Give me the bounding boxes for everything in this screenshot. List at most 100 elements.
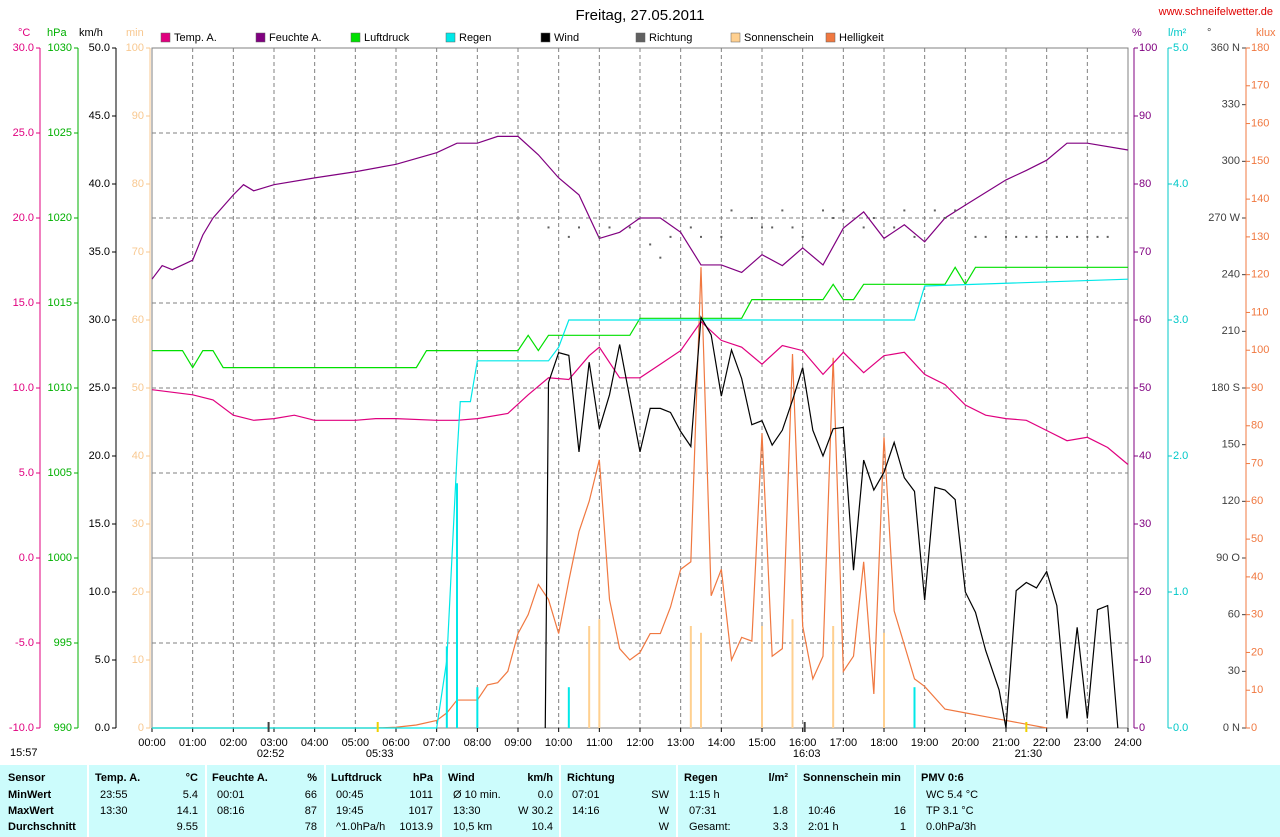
point — [720, 235, 723, 238]
point — [1066, 235, 1068, 238]
table-unit: l/m² — [768, 772, 788, 784]
y-tick-label: 35.0 — [89, 246, 110, 258]
y-tick-label: 0 — [138, 722, 144, 734]
x-tick-label: 15:00 — [748, 737, 776, 749]
point — [944, 217, 946, 219]
table-header: Sonnenschein min — [803, 772, 901, 784]
y-tick-label: 995 — [54, 637, 72, 649]
y-tick-label: 20.0 — [89, 450, 110, 462]
y-tick-label: 0.0 — [95, 722, 110, 734]
x-tick-label: 03:00 — [260, 737, 288, 749]
y-tick-label: 0 N — [1223, 722, 1240, 734]
table-cell: 66 — [305, 789, 317, 801]
y-tick-label: 110 — [1251, 306, 1269, 318]
point — [628, 226, 631, 229]
table-unit: °C — [186, 772, 198, 784]
point — [862, 226, 865, 229]
table-cell: 1011 — [409, 789, 433, 801]
y-tick-label: 10 — [132, 654, 144, 666]
y-tick-label: 120 — [1222, 495, 1240, 507]
series-line — [151, 135, 1129, 280]
table-cell: 1:15 h — [689, 789, 720, 801]
y-tick-label: -10.0 — [9, 722, 34, 734]
x-tick-label: 06:00 — [382, 737, 410, 749]
point — [689, 226, 692, 229]
y-tick-label: 170 — [1251, 80, 1269, 92]
point — [669, 235, 672, 238]
point — [984, 235, 987, 238]
y-tick-label: 0.0 — [1173, 722, 1188, 734]
x-tick-label: 05:00 — [342, 737, 370, 749]
table-cell: 1013.9 — [399, 821, 433, 833]
table-cell: 1017 — [409, 805, 433, 817]
table-cell: Ø 10 min. — [453, 789, 501, 801]
point — [598, 235, 601, 238]
table-cell: 10:46 — [808, 805, 836, 817]
table-cell: 14.1 — [177, 805, 198, 817]
point — [659, 256, 662, 259]
x-tick-label: 16:00 — [789, 737, 817, 749]
series-line — [544, 315, 1119, 729]
y-tick-label: 150 — [1251, 155, 1269, 167]
y-tick-label: 80 — [1251, 420, 1263, 432]
y-tick-label: 240 — [1222, 269, 1240, 281]
table-unit: hPa — [413, 772, 434, 784]
point — [1086, 235, 1089, 238]
y-tick-label: 10 — [1251, 684, 1263, 696]
point — [1055, 235, 1058, 238]
y-tick-label: 25.0 — [13, 127, 34, 139]
legend-swatch — [255, 32, 266, 43]
x-tick-label: 12:00 — [626, 737, 654, 749]
y-tick-label: 1010 — [48, 382, 72, 394]
y-tick-label: 50 — [132, 382, 144, 394]
y-tick-label: 5.0 — [95, 654, 110, 666]
axis-unit: ° — [1207, 27, 1211, 39]
point — [974, 235, 977, 238]
legend-swatch — [160, 32, 171, 43]
point — [822, 209, 824, 212]
y-tick-label: 40 — [1139, 450, 1151, 462]
point — [954, 209, 957, 212]
y-tick-label: 50 — [1251, 533, 1263, 545]
table-cell: 13:30 — [100, 805, 128, 817]
y-tick-label: 4.0 — [1173, 178, 1188, 190]
row-label: Durchschnitt — [8, 821, 76, 833]
x-tick-label: 01:00 — [179, 737, 207, 749]
axis-unit: l/m² — [1168, 27, 1187, 39]
y-tick-label: 40.0 — [89, 178, 110, 190]
y-tick-label: 5.0 — [19, 467, 34, 479]
axis-unit: % — [1132, 27, 1142, 39]
point — [801, 235, 804, 238]
x-tick-label: 14:00 — [708, 737, 736, 749]
x-tick-label: 07:00 — [423, 737, 451, 749]
y-tick-label: 60 — [132, 314, 144, 326]
y-tick-label: 15.0 — [13, 297, 34, 309]
table-cell: 0.0hPa/3h — [926, 821, 976, 833]
table-cell: 19:45 — [336, 805, 364, 817]
x-tick-label: 04:00 — [301, 737, 329, 749]
series-line — [152, 267, 1047, 729]
y-tick-label: 100 — [1251, 344, 1269, 356]
y-tick-label: 1020 — [48, 212, 72, 224]
table-header: Temp. A. — [95, 772, 140, 784]
x-tick-label: 09:00 — [504, 737, 532, 749]
table-cell: 1 — [900, 821, 906, 833]
y-tick-label: 70 — [132, 246, 144, 258]
table-unit: % — [307, 772, 317, 784]
point — [1045, 235, 1048, 238]
x-tick-label: 22:00 — [1033, 737, 1061, 749]
x-tick-label: 02:00 — [220, 737, 248, 749]
y-tick-label: 90 — [1251, 382, 1263, 394]
y-tick-label: 10 — [1139, 654, 1151, 666]
y-tick-label: 0.0 — [19, 552, 34, 564]
y-tick-label: 1.0 — [1173, 586, 1188, 598]
x-tick-label: 10:00 — [545, 737, 573, 749]
table-header: Regen — [684, 772, 718, 784]
y-tick-label: 140 — [1251, 193, 1269, 205]
legend-label: Richtung — [649, 32, 692, 44]
point — [567, 235, 570, 238]
legend-label: Sonnenschein — [744, 32, 814, 44]
legend-label: Luftdruck — [364, 32, 410, 44]
y-tick-label: 50 — [1139, 382, 1151, 394]
row-label: MinWert — [8, 789, 52, 801]
